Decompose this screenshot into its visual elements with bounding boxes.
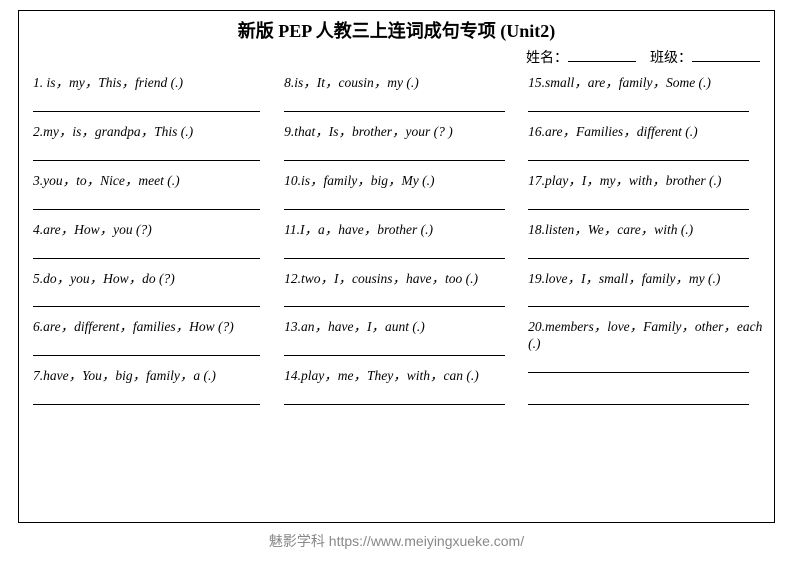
answer-line[interactable] xyxy=(33,342,260,356)
name-blank[interactable] xyxy=(568,61,636,62)
student-fields: 姓名： 班级： xyxy=(33,47,760,67)
question: 19.love，I，small，family，my (.) xyxy=(528,271,768,288)
column-3: 15.small，are，family，Some (.) 16.are，Fami… xyxy=(528,73,768,405)
question: 2.my，is，grandpa，This (.) xyxy=(33,124,280,141)
question: 18.listen，We，care，with (.) xyxy=(528,222,768,239)
answer-line[interactable] xyxy=(528,359,749,373)
question: 14.play，me，They，with，can (.) xyxy=(284,368,524,385)
answer-line[interactable] xyxy=(284,245,505,259)
answer-line[interactable] xyxy=(33,391,260,405)
question: 5.do，you，How，do (?) xyxy=(33,271,280,288)
question: 1. is，my，This，friend (.) xyxy=(33,75,280,92)
answer-line[interactable] xyxy=(33,196,260,210)
question-grid: 1. is，my，This，friend (.) 2.my，is，grandpa… xyxy=(33,73,760,405)
question: 8.is，It，cousin，my (.) xyxy=(284,75,524,92)
name-label: 姓名： xyxy=(526,51,568,66)
answer-line[interactable] xyxy=(284,147,505,161)
answer-line[interactable] xyxy=(284,98,505,112)
footer-watermark: 魅影学科 https://www.meiyingxueke.com/ xyxy=(0,531,793,551)
question: 7.have，You，big，family，a (.) xyxy=(33,368,280,385)
answer-line[interactable] xyxy=(33,147,260,161)
answer-line[interactable] xyxy=(528,391,749,405)
question: 20.members，love，Family，other，each (.) xyxy=(528,319,768,353)
question: 15.small，are，family，Some (.) xyxy=(528,75,768,92)
answer-line[interactable] xyxy=(33,98,260,112)
answer-line[interactable] xyxy=(528,98,749,112)
question: 17.play，I，my，with，brother (.) xyxy=(528,173,768,190)
page-title: 新版 PEP 人教三上连词成句专项 (Unit2) xyxy=(33,17,760,43)
question: 12.two，I，cousins，have，too (.) xyxy=(284,271,524,288)
class-blank[interactable] xyxy=(692,61,760,62)
question: 9.that，Is，brother，your (? ) xyxy=(284,124,524,141)
answer-line[interactable] xyxy=(33,293,260,307)
answer-line[interactable] xyxy=(528,293,749,307)
answer-line[interactable] xyxy=(528,245,749,259)
question: 11.I，a，have，brother (.) xyxy=(284,222,524,239)
answer-line[interactable] xyxy=(284,391,505,405)
worksheet-page: 新版 PEP 人教三上连词成句专项 (Unit2) 姓名： 班级： 1. is，… xyxy=(18,10,775,523)
answer-line[interactable] xyxy=(33,245,260,259)
answer-line[interactable] xyxy=(528,147,749,161)
answer-line[interactable] xyxy=(284,342,505,356)
answer-line[interactable] xyxy=(528,196,749,210)
question: 4.are，How，you (?) xyxy=(33,222,280,239)
question: 16.are，Families，different (.) xyxy=(528,124,768,141)
answer-line[interactable] xyxy=(284,293,505,307)
question: 13.an，have，I，aunt (.) xyxy=(284,319,524,336)
column-1: 1. is，my，This，friend (.) 2.my，is，grandpa… xyxy=(33,73,280,405)
column-2: 8.is，It，cousin，my (.) 9.that，Is，brother，… xyxy=(284,73,524,405)
class-label: 班级： xyxy=(650,51,692,66)
answer-line[interactable] xyxy=(284,196,505,210)
question: 10.is，family，big，My (.) xyxy=(284,173,524,190)
question: 3.you，to，Nice，meet (.) xyxy=(33,173,280,190)
question: 6.are，different，families，How (?) xyxy=(33,319,280,336)
